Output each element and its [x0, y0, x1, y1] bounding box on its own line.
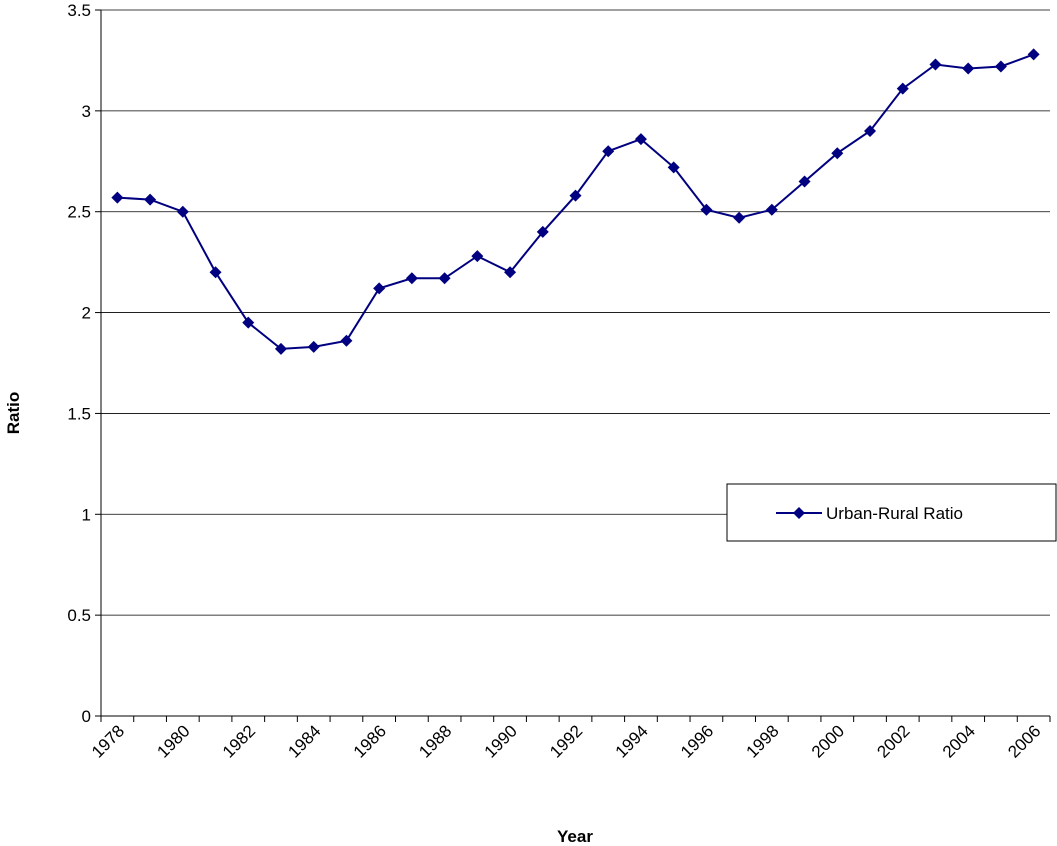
x-tick-label: 1986 — [350, 721, 390, 761]
data-point-1987 — [405, 272, 418, 285]
data-point-1986 — [373, 282, 386, 295]
data-point-1981 — [209, 266, 222, 279]
series-line — [117, 53, 1034, 350]
y-tick-label: 2 — [82, 304, 91, 323]
data-point-2002 — [896, 82, 909, 95]
x-tick-label: 1984 — [284, 721, 324, 761]
x-tick-label: 2006 — [1004, 721, 1044, 761]
x-tick-label: 2000 — [808, 721, 848, 761]
y-tick-label: 2.5 — [67, 203, 91, 222]
y-axis-title: Ratio — [4, 392, 23, 435]
x-tick-label: 1996 — [677, 721, 717, 761]
y-tick-label: 1 — [82, 505, 91, 524]
data-point-1983 — [274, 342, 287, 355]
data-point-2000 — [831, 147, 844, 160]
data-point-1984 — [307, 340, 320, 353]
data-point-1995 — [667, 161, 680, 174]
y-tick-label: 1.5 — [67, 404, 91, 423]
y-tick-label: 3 — [82, 102, 91, 121]
data-point-1990 — [504, 266, 517, 279]
data-point-1980 — [176, 205, 189, 218]
data-point-1985 — [340, 334, 353, 347]
data-point-1979 — [144, 193, 157, 206]
data-point-2006 — [1027, 48, 1040, 61]
x-axis-title: Year — [557, 827, 593, 846]
axes — [95, 9, 1051, 722]
data-point-1982 — [242, 316, 255, 329]
legend-diamond-marker — [793, 507, 805, 519]
data-point-1988 — [438, 272, 451, 285]
data-point-1996 — [700, 203, 713, 216]
series-urban-rural-ratio — [111, 48, 1040, 355]
data-point-1999 — [798, 175, 811, 188]
data-point-1994 — [634, 133, 647, 146]
data-point-2004 — [962, 62, 975, 75]
x-tick-labels: 1978 1980 1982 1984 1986 1988 1990 1992 1994 1996… — [88, 721, 1044, 761]
x-tick-label: 1978 — [88, 721, 128, 761]
x-tick-label: 1980 — [153, 721, 193, 761]
y-tick-label: 3.5 — [67, 1, 91, 20]
x-tick-label: 1992 — [546, 721, 586, 761]
x-tick-label: 1994 — [612, 721, 652, 761]
x-tick-label: 2004 — [939, 721, 979, 761]
y-tick-label: 0.5 — [67, 606, 91, 625]
data-point-2001 — [864, 125, 877, 138]
data-point-2003 — [929, 58, 942, 71]
y-tick-label: 0 — [82, 707, 91, 726]
legend: Urban-Rural Ratio — [726, 483, 1057, 542]
data-point-1993 — [602, 145, 615, 158]
gridlines — [101, 9, 1050, 616]
data-point-1998 — [765, 203, 778, 216]
data-point-1991 — [536, 225, 549, 238]
data-point-1989 — [471, 250, 484, 263]
y-tick-labels: 0 0.5 1 1.5 2 2.5 3 3.5 — [67, 1, 91, 726]
x-tick-label: 1998 — [742, 721, 782, 761]
x-tick-label: 1982 — [219, 721, 259, 761]
data-point-2005 — [994, 60, 1007, 73]
x-tick-label: 2002 — [873, 721, 913, 761]
data-point-1978 — [111, 191, 124, 204]
x-tick-label: 1988 — [415, 721, 455, 761]
data-point-1992 — [569, 189, 582, 202]
data-point-1997 — [733, 211, 746, 224]
legend-label: Urban-Rural Ratio — [826, 504, 963, 523]
x-tick-label: 1990 — [481, 721, 521, 761]
